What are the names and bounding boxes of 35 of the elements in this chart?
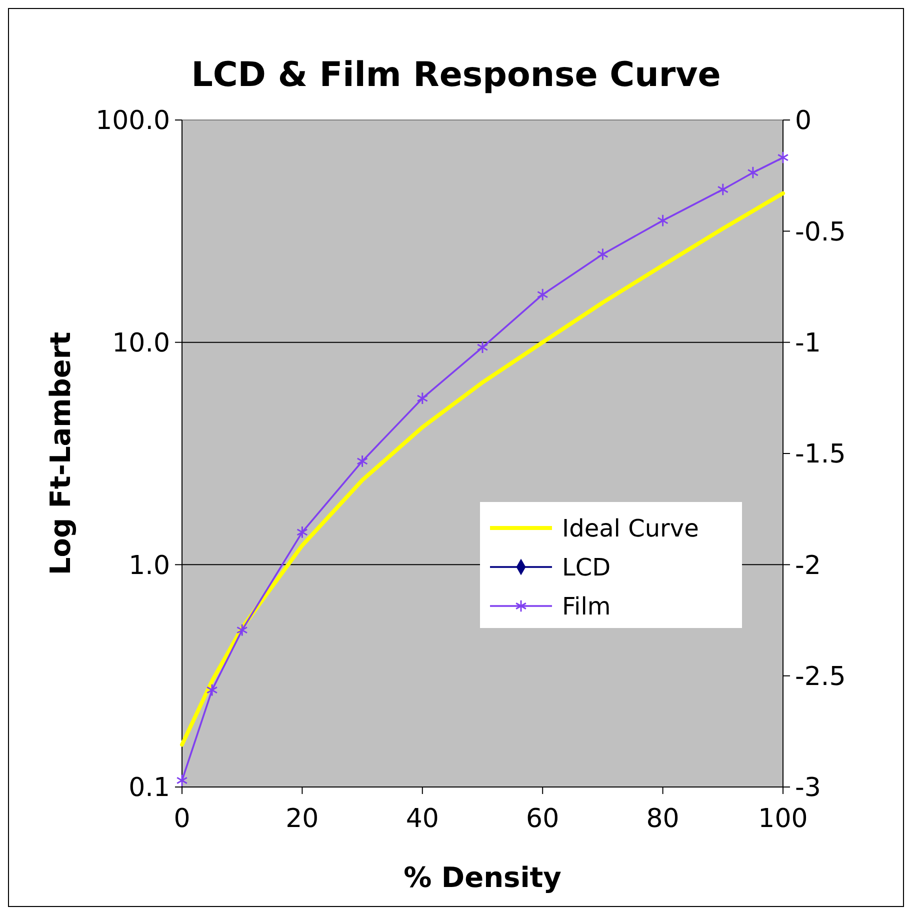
x-tick-label: 40 [406,804,439,834]
point [657,214,668,227]
point [206,684,218,696]
point [416,392,428,405]
y2-tick-label: 0 [795,106,812,136]
x-axis-title: % Density [404,861,562,894]
point [476,340,488,354]
y2-tick-label: -0.5 [795,217,846,248]
legend-label: Film [562,592,611,620]
point [236,624,248,636]
x-tick-label: 20 [286,804,319,834]
chart-title: LCD & Film Response Curve [191,55,721,95]
y2-tick-label: -3 [795,773,821,804]
y2-tick-label: -1.5 [795,440,846,470]
point [777,151,789,164]
y-tick-label: 100.0 [96,106,170,136]
legend-label: Ideal Curve [562,514,699,542]
y2-tick-label: -1 [795,328,821,358]
point [717,183,729,196]
y-tick-label: 10.0 [112,328,170,358]
y2-tick-label: -2 [795,550,821,581]
y-tick-label: 1.0 [128,550,170,581]
x-tick-label: 80 [646,804,680,834]
point [597,248,608,261]
point [296,526,308,539]
point [536,288,548,301]
x-tick-label: 0 [174,804,190,834]
point [747,166,759,180]
y2-tick-label: -2.5 [795,662,846,692]
x-tick-label: 100 [758,804,808,834]
y-tick-label: 0.1 [128,773,170,804]
y-axis-title: Log Ft-Lambert [44,332,77,576]
legend-label: LCD [562,553,611,582]
point [356,454,368,468]
x-tick-label: 60 [526,804,560,834]
